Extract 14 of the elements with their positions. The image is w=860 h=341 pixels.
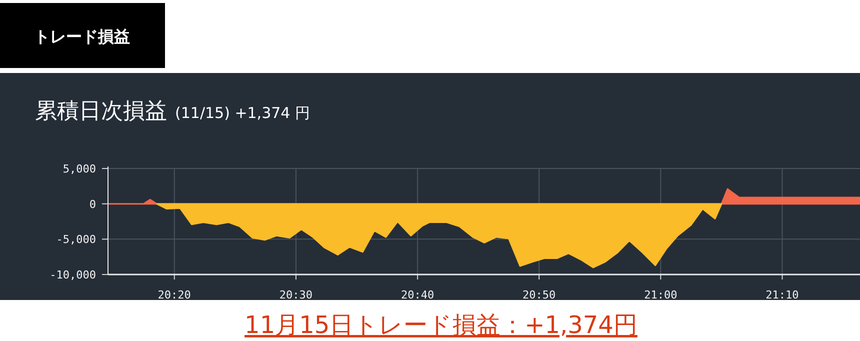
chart-subtitle: (11/15) +1,374 円 xyxy=(175,104,310,122)
y-tick-label: 5,000 xyxy=(62,162,96,176)
x-tick-label: 20:40 xyxy=(400,288,434,302)
y-tick-label: -10,000 xyxy=(50,268,96,282)
x-tick-label: 20:20 xyxy=(158,288,191,302)
y-tick-label: -5,000 xyxy=(56,233,96,246)
x-tick-label: 21:10 xyxy=(766,288,799,302)
x-tick-label: 21:00 xyxy=(644,288,678,302)
chart-title: 累積日次損益 xyxy=(35,99,167,124)
text: トレード損益 xyxy=(34,27,130,46)
text: 11月15日トレード損益：+1,374円 xyxy=(244,311,638,339)
x-tick-label: 20:30 xyxy=(279,288,313,302)
y-tick-label: 0 xyxy=(89,198,96,211)
x-tick-label: 20:50 xyxy=(522,288,556,302)
